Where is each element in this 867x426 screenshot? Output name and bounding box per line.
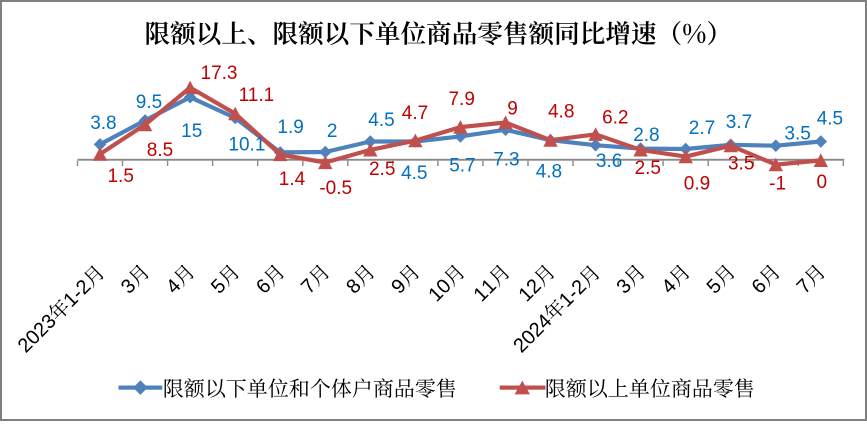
svg-text:3.8: 3.8: [90, 113, 116, 134]
svg-text:4.5: 4.5: [401, 163, 427, 184]
svg-text:7.3: 7.3: [493, 150, 519, 171]
svg-text:8.5: 8.5: [147, 140, 173, 161]
svg-text:4.8: 4.8: [536, 162, 562, 183]
svg-text:2: 2: [327, 121, 338, 142]
svg-text:1.9: 1.9: [277, 117, 303, 138]
svg-text:3.7: 3.7: [726, 112, 752, 133]
svg-text:-1: -1: [769, 174, 786, 195]
svg-text:9.5: 9.5: [136, 92, 162, 113]
svg-text:9: 9: [507, 99, 518, 120]
svg-text:17.3: 17.3: [201, 63, 238, 84]
svg-text:4.5: 4.5: [368, 110, 394, 131]
svg-text:2.7: 2.7: [689, 118, 715, 139]
svg-text:1.4: 1.4: [279, 169, 306, 190]
svg-text:0: 0: [817, 172, 828, 193]
svg-text:3.6: 3.6: [596, 151, 622, 172]
svg-text:4.8: 4.8: [548, 102, 574, 123]
svg-text:0.9: 0.9: [684, 174, 710, 195]
svg-text:2.5: 2.5: [369, 159, 395, 180]
svg-text:11.1: 11.1: [239, 85, 275, 106]
svg-text:7.9: 7.9: [448, 89, 474, 110]
svg-text:6.2: 6.2: [602, 108, 628, 129]
svg-text:1.5: 1.5: [107, 166, 133, 187]
svg-text:2.5: 2.5: [635, 158, 661, 179]
svg-text:10.1: 10.1: [228, 135, 265, 156]
svg-text:3.5: 3.5: [784, 124, 810, 145]
svg-text:4.5: 4.5: [817, 109, 843, 130]
svg-text:4.7: 4.7: [402, 103, 428, 124]
svg-text:5.7: 5.7: [449, 156, 475, 177]
svg-text:-0.5: -0.5: [319, 178, 352, 199]
svg-text:15: 15: [181, 121, 202, 142]
svg-text:3.5: 3.5: [728, 154, 754, 175]
svg-text:2.8: 2.8: [633, 125, 659, 146]
